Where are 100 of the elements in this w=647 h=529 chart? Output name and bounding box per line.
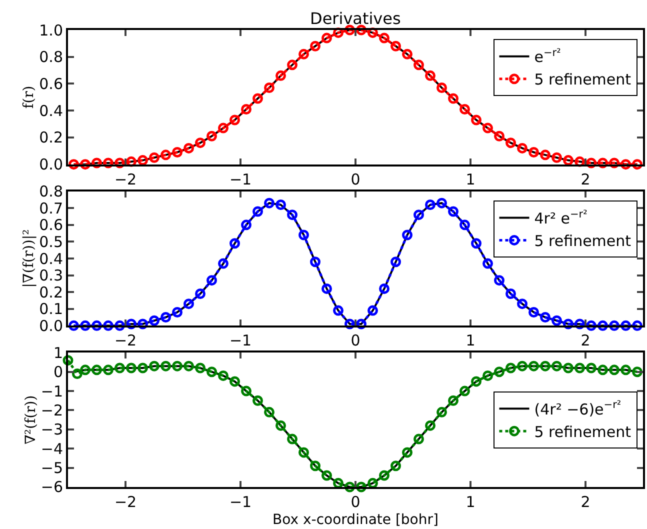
point — [379, 32, 390, 44]
point — [598, 364, 608, 376]
point — [252, 93, 263, 104]
point — [138, 155, 148, 166]
point — [310, 460, 320, 472]
point — [517, 360, 528, 372]
point — [126, 156, 136, 167]
y-tick-label: 0.8 — [39, 182, 63, 201]
y-tick-label: −4 — [40, 440, 63, 458]
point — [149, 360, 160, 372]
y-tick-label: 0.0 — [39, 316, 63, 335]
y-tick-label: −2 — [40, 401, 63, 420]
point — [506, 138, 516, 148]
point — [425, 420, 436, 431]
y-tick-label: 1 — [53, 344, 63, 362]
point — [586, 158, 596, 168]
point — [310, 40, 320, 52]
point — [552, 152, 562, 163]
point — [195, 288, 206, 300]
point — [620, 320, 631, 331]
point — [356, 482, 366, 492]
point — [160, 150, 171, 160]
point — [103, 320, 114, 331]
point — [402, 48, 412, 60]
point — [310, 256, 320, 268]
y-tick-label: 1.0 — [39, 21, 63, 40]
y-tick-label: 0.6 — [39, 216, 63, 234]
point — [448, 93, 458, 104]
point — [620, 159, 631, 170]
x-tick-label: 2 — [580, 332, 590, 350]
point — [195, 362, 206, 374]
point — [540, 312, 550, 323]
point — [448, 206, 458, 217]
legend-label: 5 refinement — [534, 422, 632, 441]
y-tick-label: −5 — [40, 459, 63, 478]
y-tick-label: −3 — [40, 420, 63, 439]
x-tick-label: 0 — [350, 332, 360, 350]
point — [68, 320, 79, 331]
point — [632, 366, 642, 378]
x-tick-label: 1 — [466, 493, 476, 511]
point — [574, 318, 585, 330]
point — [80, 159, 90, 170]
point — [160, 312, 171, 323]
point — [138, 362, 148, 374]
point — [195, 138, 206, 148]
point — [92, 364, 102, 376]
point — [609, 158, 620, 168]
point — [609, 364, 620, 376]
point — [230, 376, 240, 387]
chart-title: Derivatives — [310, 9, 401, 28]
point — [241, 386, 252, 396]
point — [425, 200, 436, 210]
point — [298, 230, 309, 240]
point — [356, 24, 366, 36]
point — [540, 360, 550, 372]
point — [517, 142, 528, 154]
point — [241, 104, 252, 115]
point — [206, 366, 217, 378]
point — [574, 156, 585, 167]
point — [276, 200, 286, 210]
point — [344, 482, 355, 492]
y-tick-label: −1 — [40, 382, 63, 400]
point — [264, 406, 274, 418]
point — [322, 470, 332, 481]
point — [184, 142, 194, 154]
point — [598, 320, 608, 331]
point — [414, 60, 424, 70]
point — [356, 318, 366, 330]
y-tick-label: 0.3 — [39, 266, 63, 285]
x-tick-label: 2 — [580, 493, 590, 511]
point — [287, 60, 298, 70]
y-tick-label: 0.4 — [39, 102, 63, 120]
point — [92, 320, 102, 331]
point — [126, 318, 136, 330]
point — [172, 360, 182, 372]
x-tick-label: −2 — [114, 493, 137, 511]
legend-label: 5 refinement — [534, 232, 632, 250]
y-tick-label: 0.0 — [39, 156, 63, 174]
point — [230, 238, 240, 249]
point — [298, 48, 309, 60]
point — [230, 114, 240, 126]
point — [138, 318, 148, 330]
point — [563, 318, 574, 330]
point — [333, 27, 344, 38]
x-tick-label: 2 — [580, 170, 590, 188]
point — [241, 220, 252, 230]
point — [598, 158, 608, 168]
y-tick-label: 0.4 — [39, 250, 63, 268]
point — [425, 70, 436, 81]
point — [586, 362, 596, 374]
point — [218, 258, 228, 269]
point — [482, 122, 493, 134]
y-tick-label: −6 — [40, 478, 63, 496]
point — [390, 256, 401, 268]
point — [390, 40, 401, 52]
point — [149, 152, 160, 163]
point — [287, 434, 298, 444]
point — [436, 82, 447, 94]
x-axis-title: Box x-coordinate [bohr] — [272, 512, 438, 528]
point — [80, 320, 90, 331]
